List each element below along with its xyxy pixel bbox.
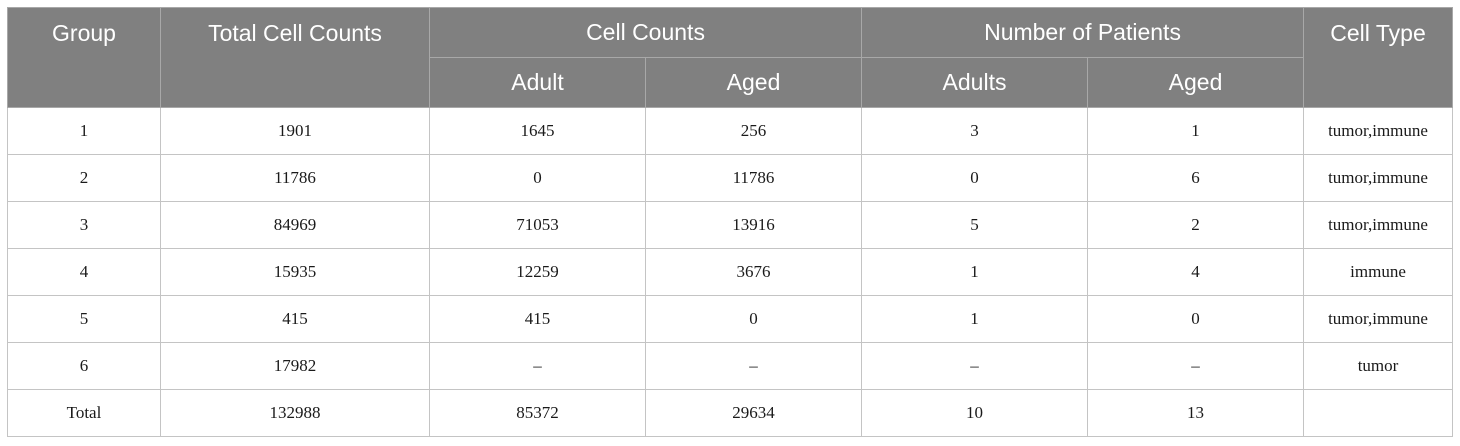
cell-adult-cells: 1645 xyxy=(429,107,646,155)
cell-aged-patients: 0 xyxy=(1087,295,1305,343)
table-row-total: Total 132988 85372 29634 10 13 xyxy=(7,389,1454,437)
cell-group: 2 xyxy=(7,154,161,202)
table-row: 4 15935 12259 3676 1 4 immune xyxy=(7,248,1454,296)
cell-total: 84969 xyxy=(160,201,430,249)
cell-total: 415 xyxy=(160,295,430,343)
cell-aged-patients: 1 xyxy=(1087,107,1305,155)
cell-counts-table: Group Total Cell Counts Cell Counts Numb… xyxy=(7,7,1454,437)
data-table-container: Group Total Cell Counts Cell Counts Numb… xyxy=(7,7,1454,437)
header-row-sub: Adult Aged Adults Aged xyxy=(8,57,1453,108)
header-cell-counts-aged: Aged xyxy=(644,57,863,108)
cell-adult-cells: 71053 xyxy=(429,201,646,249)
table-body: 1 1901 1645 256 3 1 tumor,immune 2 11786… xyxy=(7,107,1454,437)
header-patients-adults: Adults xyxy=(861,57,1089,108)
cell-aged-patients: 2 xyxy=(1087,201,1305,249)
cell-adult-cells: 85372 xyxy=(429,389,646,437)
cell-adult-patients: 5 xyxy=(861,201,1089,249)
table-row: 2 11786 0 11786 0 6 tumor,immune xyxy=(7,154,1454,202)
cell-group: 4 xyxy=(7,248,161,296)
table-row: 3 84969 71053 13916 5 2 tumor,immune xyxy=(7,201,1454,249)
cell-aged-cells: 0 xyxy=(644,295,863,343)
cell-aged-cells: – xyxy=(644,342,863,390)
cell-adult-cells: 12259 xyxy=(429,248,646,296)
cell-aged-patients: 4 xyxy=(1087,248,1305,296)
cell-adult-patients: 10 xyxy=(861,389,1089,437)
cell-type xyxy=(1303,389,1454,437)
cell-group: 5 xyxy=(7,295,161,343)
cell-group: Total xyxy=(7,389,161,437)
cell-type: tumor,immune xyxy=(1303,154,1454,202)
cell-aged-cells: 11786 xyxy=(644,154,863,202)
header-group: Group xyxy=(7,7,161,108)
cell-group: 3 xyxy=(7,201,161,249)
cell-type: immune xyxy=(1303,248,1454,296)
cell-total: 132988 xyxy=(160,389,430,437)
cell-adult-patients: 0 xyxy=(861,154,1089,202)
cell-adult-patients: – xyxy=(861,342,1089,390)
cell-aged-patients: – xyxy=(1087,342,1305,390)
cell-adult-cells: 415 xyxy=(429,295,646,343)
cell-aged-cells: 13916 xyxy=(644,201,863,249)
cell-type: tumor xyxy=(1303,342,1454,390)
header-total-cell-counts: Total Cell Counts xyxy=(160,7,430,108)
cell-type: tumor,immune xyxy=(1303,107,1454,155)
cell-type: tumor,immune xyxy=(1303,201,1454,249)
header-row-top: Group Total Cell Counts Cell Counts Numb… xyxy=(7,7,1454,108)
header-cell-counts: Cell Counts xyxy=(428,7,863,58)
cell-total: 11786 xyxy=(160,154,430,202)
table-row: 1 1901 1645 256 3 1 tumor,immune xyxy=(7,107,1454,155)
cell-adult-patients: 1 xyxy=(861,248,1089,296)
cell-aged-cells: 29634 xyxy=(644,389,863,437)
cell-aged-patients: 13 xyxy=(1087,389,1305,437)
cell-group: 1 xyxy=(7,107,161,155)
cell-total: 15935 xyxy=(160,248,430,296)
cell-total: 1901 xyxy=(160,107,430,155)
cell-adult-patients: 1 xyxy=(861,295,1089,343)
header-cell-counts-adult: Adult xyxy=(429,57,646,108)
cell-aged-patients: 6 xyxy=(1087,154,1305,202)
cell-adult-patients: 3 xyxy=(861,107,1089,155)
cell-type: tumor,immune xyxy=(1303,295,1454,343)
table-row: 6 17982 – – – – tumor xyxy=(7,342,1454,390)
header-patients-aged: Aged xyxy=(1087,57,1305,108)
cell-aged-cells: 256 xyxy=(644,107,863,155)
cell-aged-cells: 3676 xyxy=(644,248,863,296)
table-header: Group Total Cell Counts Cell Counts Numb… xyxy=(7,7,1454,108)
cell-adult-cells: 0 xyxy=(429,154,646,202)
cell-adult-cells: – xyxy=(429,342,646,390)
table-row: 5 415 415 0 1 0 tumor,immune xyxy=(7,295,1454,343)
header-cell-type: Cell Type xyxy=(1303,7,1454,108)
header-number-of-patients: Number of Patients xyxy=(861,7,1305,58)
cell-group: 6 xyxy=(7,342,161,390)
cell-total: 17982 xyxy=(160,342,430,390)
